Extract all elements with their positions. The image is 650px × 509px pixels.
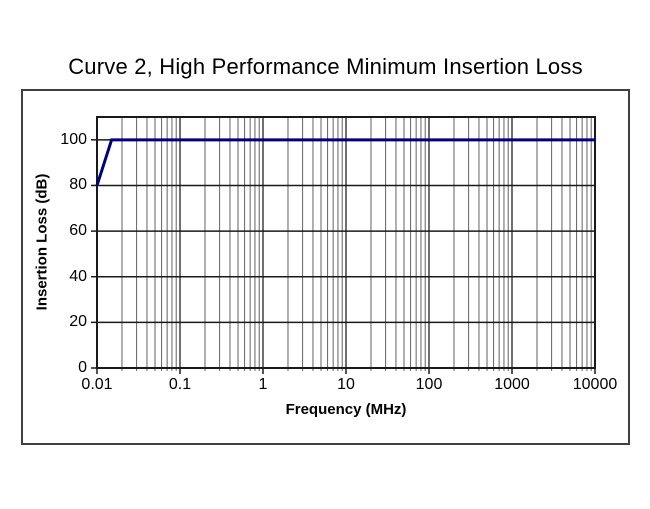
x-tick-label: 100 [415,376,443,393]
x-tick-label: 0.01 [81,376,113,393]
y-tick-label: 80 [69,176,87,194]
x-tick-label: 10 [337,376,355,393]
y-tick-label: 0 [78,359,87,376]
plot-area [91,116,596,374]
series-line [95,138,595,186]
x-tick-label: 10000 [572,376,618,393]
x-tick-label: 1000 [494,376,530,393]
x-tick-label: 0.1 [168,376,192,393]
chart-title: Curve 2, High Performance Minimum Insert… [68,54,583,79]
y-tick-label: 60 [69,222,87,240]
y-tick-label: 20 [69,313,87,331]
y-tick-label: 100 [60,130,87,148]
chart-frame: 0 20 40 60 80 100 0.01 0.1 1 10 100 1000 10000 Freq… [21,89,630,445]
y-tick-label: 40 [69,267,87,285]
y-axis-title: Insertion Loss (dB) [33,173,51,311]
x-axis-title: Frequency (MHz) [285,401,407,418]
x-tick-label: 1 [258,376,268,393]
